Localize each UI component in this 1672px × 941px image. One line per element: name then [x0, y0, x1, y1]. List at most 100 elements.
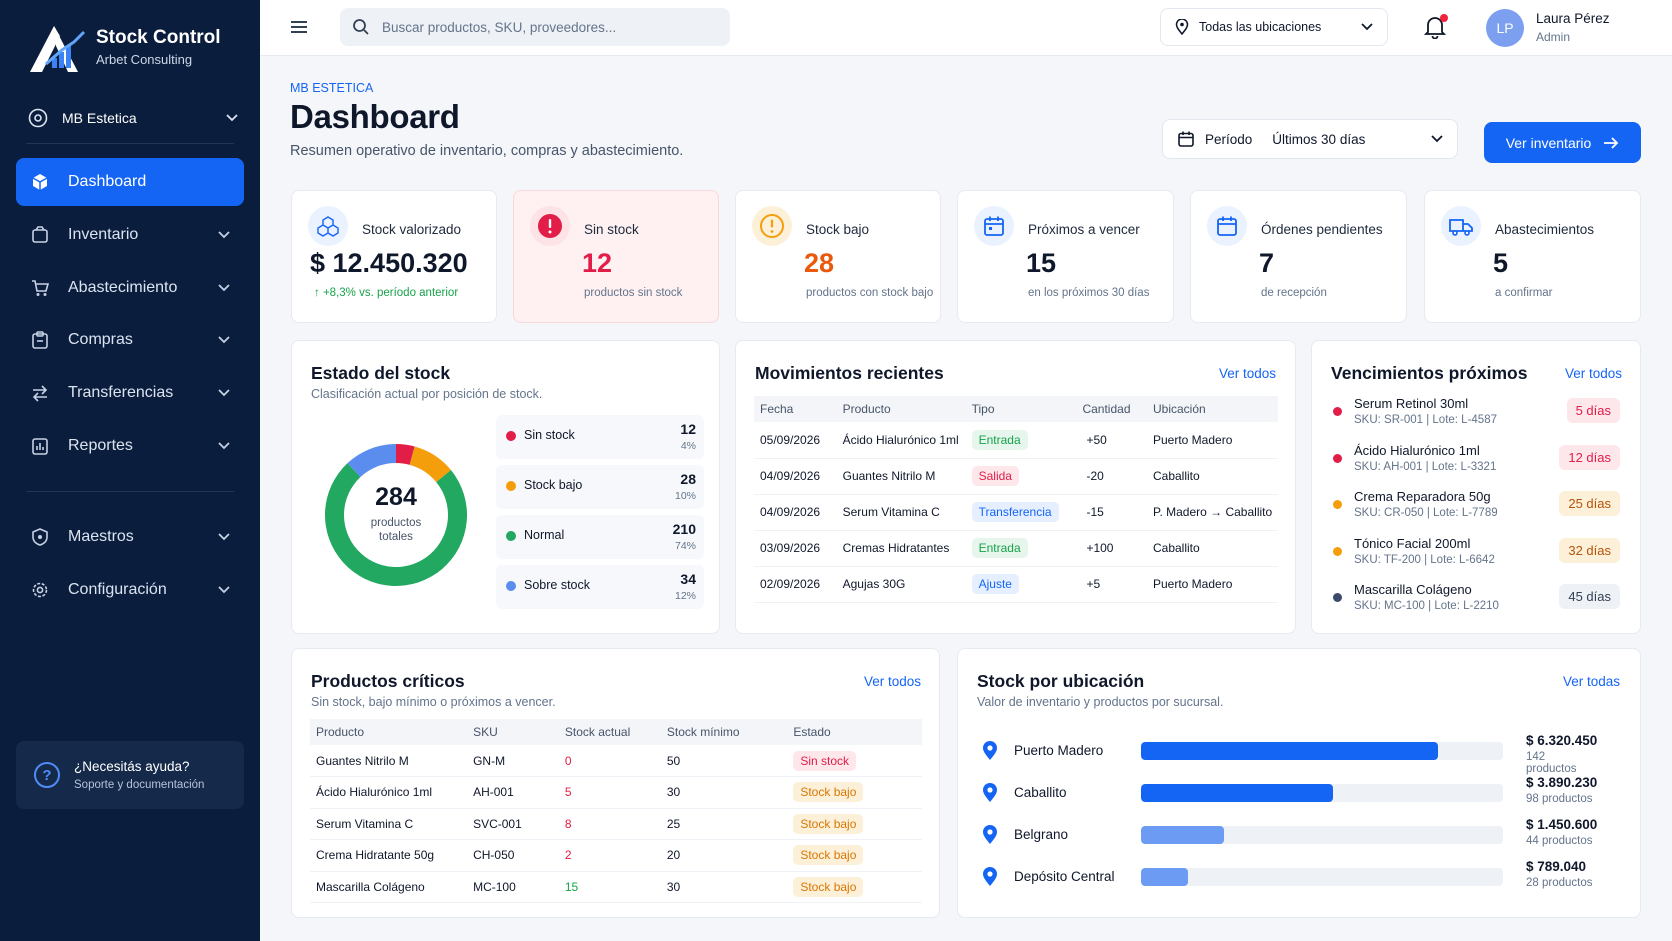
user-info[interactable]: Laura Pérez Admin [1536, 11, 1610, 44]
donut-slice-normal[interactable] [325, 463, 467, 586]
nav-maestros[interactable]: Maestros [16, 513, 244, 561]
nav-transferencias[interactable]: Transferencias [16, 369, 244, 417]
kpi-proximos-vencer[interactable]: Próximos a vencer 15 en los próximos 30 … [957, 190, 1174, 323]
view-all-movements-link[interactable]: Ver todos [1218, 366, 1276, 381]
expiration-item[interactable]: Mascarilla Colágeno SKU: MC-100 | Lote: L… [1330, 579, 1620, 623]
critical-products-table: Producto SKU Stock actual Stock mínimo Estad… [310, 719, 922, 903]
nav-configuracion[interactable]: Configuración [16, 566, 244, 614]
section-title: Productos críticos [311, 671, 465, 691]
table-row[interactable]: Crema Hidratante 50g CH-050 2 20 Stock bajo [310, 839, 922, 872]
table-row[interactable]: 03/09/2026 Cremas Hidratantes Entrada +100 C… [754, 530, 1278, 567]
chevron-down-icon [218, 442, 230, 450]
expiration-sku: SKU: MC-100 | Lote: L-2210 [1354, 600, 1499, 612]
days-badge: 12 días [1559, 444, 1620, 470]
help-card[interactable]: ? ¿Necesitás ayuda? Soporte y documentac… [16, 741, 244, 809]
nav-label: Configuración [68, 581, 167, 598]
table-row[interactable]: 02/09/2026 Agujas 30G Ajuste +5 Puerto Mader… [754, 566, 1278, 603]
urgency-dot [1333, 407, 1342, 416]
search-input[interactable] [382, 19, 712, 35]
table-row[interactable]: Serum Vitamina C SVC-001 8 25 Stock bajo [310, 808, 922, 840]
location-bar-track [1141, 742, 1503, 760]
location-select[interactable]: Todas las ubicaciones [1160, 8, 1388, 46]
nav-abastecimiento[interactable]: Abastecimiento [16, 264, 244, 312]
table-row[interactable]: Ácido Hialurónico 1ml AH-001 5 30 Stock bajo [310, 776, 922, 809]
brand[interactable]: Stock Control Arbet Consulting [28, 20, 221, 74]
column-header: Stock actual [558, 719, 661, 745]
column-header: Stock mínimo [660, 719, 788, 745]
expiration-sku: SKU: CR-050 | Lote: L-7789 [1354, 507, 1498, 519]
column-header: Producto [310, 719, 468, 745]
kpi-stock-valorizado[interactable]: Stock valorizado $ 12.450.320 ↑ +8,3% vs… [291, 190, 497, 323]
nav-reportes[interactable]: Reportes [16, 422, 244, 470]
type-badge: Salida [971, 466, 1019, 486]
expiration-item[interactable]: Tónico Facial 200ml SKU: TF-200 | Lote: L… [1330, 533, 1620, 577]
stock-status-row[interactable]: Normal 210 74% [496, 515, 704, 559]
days-badge: 45 días [1559, 584, 1620, 609]
location-bar-fill [1141, 868, 1189, 886]
org-selector[interactable]: MB Estetica [28, 102, 238, 134]
expiration-item[interactable]: Ácido Hialurónico 1ml SKU: AH-001 | Lote:… [1330, 440, 1620, 484]
user-name: Laura Pérez [1536, 11, 1610, 26]
view-inventory-button[interactable]: Ver inventario [1484, 122, 1641, 163]
kpi-abastecimientos[interactable]: Abastecimientos 5 a confirmar [1424, 190, 1641, 323]
table-row[interactable]: Guantes Nitrilo M GN-M 0 50 Sin stock [310, 745, 922, 777]
nav-inventario[interactable]: Inventario [16, 211, 244, 259]
kpi-sub: a confirmar [1495, 287, 1553, 299]
nav-compras[interactable]: Compras [16, 316, 244, 364]
stock-status-row[interactable]: Sin stock 12 4% [496, 415, 704, 459]
menu-icon[interactable] [290, 18, 308, 36]
nav-dashboard[interactable]: Dashboard [16, 158, 244, 206]
table-row[interactable]: 05/09/2026 Ácido Hialurónico 1ml Entrada +5… [754, 422, 1278, 459]
search-bar[interactable] [340, 8, 730, 46]
location-row[interactable]: Puerto Madero $ 6.320.450 142 productos [978, 733, 1598, 775]
period-select[interactable]: Período Últimos 30 días [1162, 119, 1458, 159]
view-all-locations-link[interactable]: Ver todas [1562, 674, 1620, 689]
expiration-item[interactable]: Crema Reparadora 50g SKU: CR-050 | Lote: … [1330, 486, 1620, 530]
stock-status-row[interactable]: Stock bajo 28 10% [496, 465, 704, 509]
kpi-stock-bajo[interactable]: Stock bajo 28 productos con stock bajo [735, 190, 941, 323]
donut-slice-stock-bajo[interactable] [409, 446, 451, 483]
movement-location: Puerto Madero [1146, 566, 1278, 603]
current-stock: 8 [558, 808, 661, 840]
table-header: Producto SKU Stock actual Stock mínimo Estad… [310, 719, 922, 745]
shield-icon [28, 108, 48, 128]
movement-qty: -15 [1076, 494, 1147, 531]
urgency-dot [1333, 453, 1342, 463]
expiration-item[interactable]: Serum Retinol 30ml SKU: SR-001 | Lote: L-… [1330, 393, 1620, 437]
avatar[interactable]: LP [1486, 9, 1524, 47]
chevron-down-icon [218, 389, 230, 397]
kpi-value: 5 [1493, 248, 1509, 278]
movement-type-cell: Entrada [965, 530, 1077, 567]
days-badge: 25 días [1559, 491, 1620, 516]
section-subtitle: Valor de inventario y productos por sucu… [977, 695, 1224, 709]
view-all-expirations-link[interactable]: Ver todos [1564, 366, 1622, 381]
status-badge: Stock bajo [793, 876, 864, 897]
view-all-critical-link[interactable]: Ver todos [863, 674, 921, 689]
nav-label: Reportes [68, 437, 133, 454]
table-header: Fecha Producto Tipo Cantidad Ubicación [754, 396, 1278, 422]
product-sku: SVC-001 [467, 808, 559, 840]
nav-label: Maestros [68, 528, 134, 545]
location-row[interactable]: Belgrano $ 1.450.600 44 productos [978, 817, 1598, 855]
kpi-ordenes-pendientes[interactable]: Órdenes pendientes 7 de recepción [1190, 190, 1407, 323]
donut-total: 284 [375, 483, 417, 511]
table-row[interactable]: 04/09/2026 Guantes Nitrilo M Salida -20 Caba… [754, 458, 1278, 495]
notifications-button[interactable] [1423, 14, 1448, 40]
donut-slice-sobre-stock[interactable] [347, 444, 396, 478]
table-row[interactable]: 04/09/2026 Serum Vitamina C Transferencia -… [754, 494, 1278, 531]
map-pin-icon [1175, 19, 1189, 35]
breadcrumb[interactable]: MB ESTETICA [290, 81, 374, 95]
movement-location: Caballito [1146, 530, 1278, 567]
table-row[interactable]: Mascarilla Colágeno MC-100 15 30 Stock bajo [310, 871, 922, 903]
status-cell: Stock bajo [787, 839, 922, 872]
stock-status-row[interactable]: Sobre stock 34 12% [496, 565, 704, 609]
location-products: 44 productos [1526, 835, 1593, 847]
location-row[interactable]: Caballito $ 3.890.230 98 productos [978, 775, 1598, 813]
location-value: $ 3.890.230 [1526, 775, 1598, 790]
expiration-sku: SKU: AH-001 | Lote: L-3321 [1354, 460, 1497, 473]
kpi-value: 28 [804, 248, 835, 278]
kpi-sin-stock[interactable]: Sin stock 12 productos sin stock [513, 190, 719, 323]
donut-slice-sin-stock[interactable] [396, 444, 415, 465]
location-row[interactable]: Depósito Central $ 789.040 28 productos [978, 859, 1598, 897]
location-products: 98 productos [1526, 793, 1593, 805]
